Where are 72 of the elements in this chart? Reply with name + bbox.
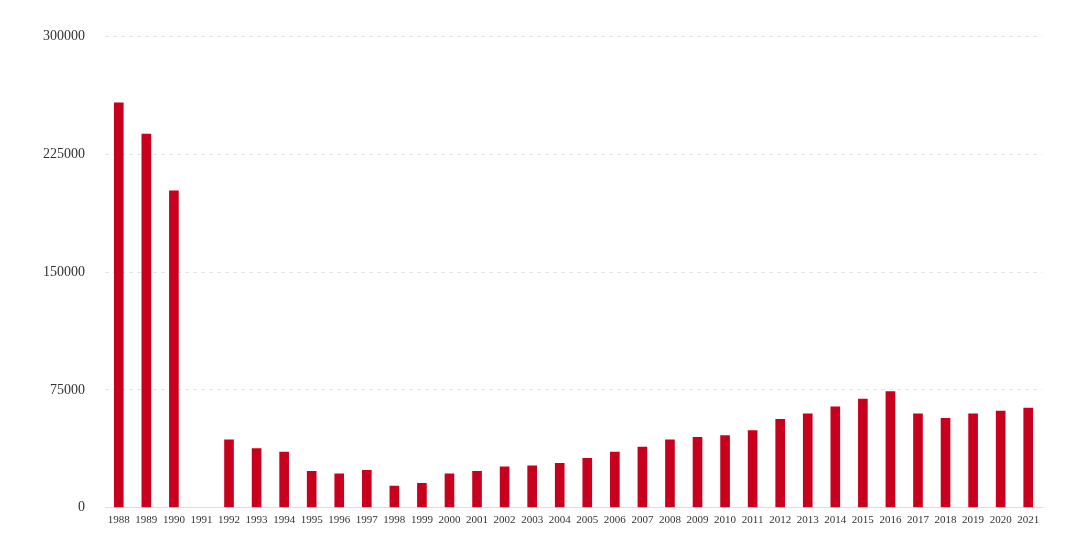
bar [830, 406, 841, 508]
x-tick-label: 2016 [879, 513, 902, 526]
x-tick-label: 2019 [962, 513, 985, 526]
bar [417, 482, 427, 508]
x-tick-label: 1988 [107, 513, 131, 526]
bar [610, 451, 620, 508]
bar [306, 471, 317, 508]
bar [361, 469, 372, 508]
x-tick-label: 2020 [989, 513, 1013, 526]
x-tick-label: 2001 [466, 513, 489, 526]
y-tick-label: 150000 [43, 263, 85, 279]
x-tick-label: 1994 [273, 513, 296, 526]
bar [554, 463, 565, 508]
x-tick-label: 2006 [603, 513, 627, 526]
x-tick-label: 2005 [576, 513, 599, 526]
bar [527, 465, 537, 508]
x-tick-label: 1996 [328, 513, 351, 526]
bar [251, 448, 262, 508]
x-tick-label: 2021 [1017, 513, 1040, 526]
x-tick-label: 1998 [383, 513, 406, 526]
x-tick-label: 1990 [162, 513, 186, 526]
bar [747, 430, 758, 508]
x-tick-label: 2012 [769, 513, 792, 526]
x-tick-label: 1995 [300, 513, 324, 526]
bar [637, 446, 648, 508]
x-tick-label: 2007 [631, 513, 654, 526]
bar [499, 466, 510, 508]
bar [141, 133, 152, 508]
bar [802, 413, 813, 508]
bar [169, 190, 179, 508]
x-tick-label: 2009 [686, 513, 710, 526]
x-tick-label: 1999 [410, 513, 434, 526]
bar [389, 485, 400, 508]
x-tick-label: 2002 [493, 513, 516, 526]
bar [1023, 407, 1034, 508]
bar [995, 410, 1006, 508]
bar [692, 436, 703, 508]
x-tick-label: 2004 [548, 513, 572, 526]
x-tick-label: 2008 [658, 513, 682, 526]
bar [940, 417, 951, 508]
x-tick-label: 2014 [824, 513, 847, 526]
bar [472, 471, 482, 508]
x-tick-label: 1991 [190, 513, 213, 526]
y-tick-label: 0 [78, 499, 85, 515]
bar [334, 473, 345, 508]
bar [885, 391, 896, 508]
bar [968, 413, 978, 508]
y-tick-label: 300000 [43, 28, 85, 44]
bar [444, 473, 455, 508]
x-tick-label: 2015 [851, 513, 875, 526]
x-tick-label: 1997 [355, 513, 379, 526]
bar [720, 435, 730, 508]
x-tick-label: 2018 [934, 513, 958, 526]
x-tick-label: 1992 [218, 513, 241, 526]
x-tick-label: 2017 [906, 513, 930, 526]
y-tick-label: 75000 [50, 381, 85, 397]
x-tick-label: 2010 [714, 513, 737, 526]
bar [279, 451, 289, 508]
x-tick-label: 1989 [135, 513, 158, 526]
x-tick-label: 2003 [521, 513, 544, 526]
x-tick-label: 2000 [438, 513, 461, 526]
bar [224, 439, 234, 508]
bar [113, 102, 124, 508]
y-tick-label: 225000 [43, 145, 85, 161]
x-tick-label: 2011 [741, 513, 764, 526]
x-tick-label: 1993 [245, 513, 269, 526]
x-tick-label: 2013 [796, 513, 820, 526]
bar [582, 457, 593, 508]
bar [913, 413, 923, 508]
bar [858, 398, 868, 508]
bar [665, 439, 675, 508]
bar [775, 419, 786, 508]
